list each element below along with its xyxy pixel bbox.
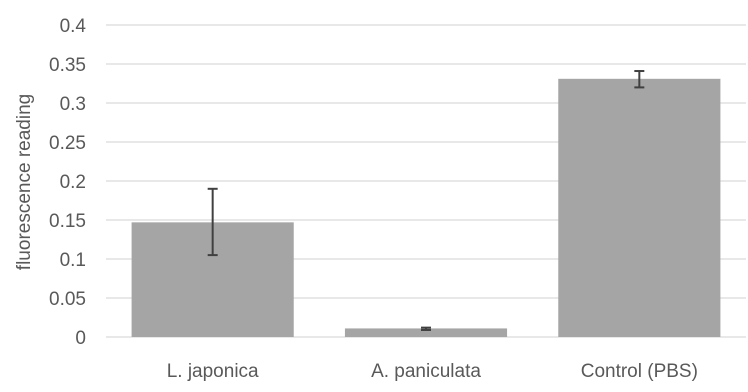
y-tick-label: 0.4 [60,16,87,37]
y-tick-labels: 0 0.05 0.1 0.15 0.2 0.25 0.3 0.35 0.4 [49,16,86,349]
x-tick-label: Control (PBS) [581,361,698,382]
y-tick-label: 0.3 [60,94,86,115]
y-tick-label: 0.1 [60,250,86,271]
bar [558,78,721,337]
bar [344,328,508,337]
error-bars [207,70,645,331]
y-tick-label: 0 [75,328,86,349]
y-tick-label: 0.25 [49,133,86,154]
x-tick-label: A. paniculata [371,361,481,382]
y-tick-label: 0.35 [49,55,86,76]
y-tick-label: 0.2 [60,172,86,193]
y-tick-label: 0.05 [49,289,86,310]
y-axis-label: fluorescence reading [14,94,35,270]
x-tick-labels: L. japonica A. paniculata Control (PBS) [167,361,698,382]
x-tick-label: L. japonica [167,361,259,382]
y-tick-label: 0.15 [49,211,86,232]
